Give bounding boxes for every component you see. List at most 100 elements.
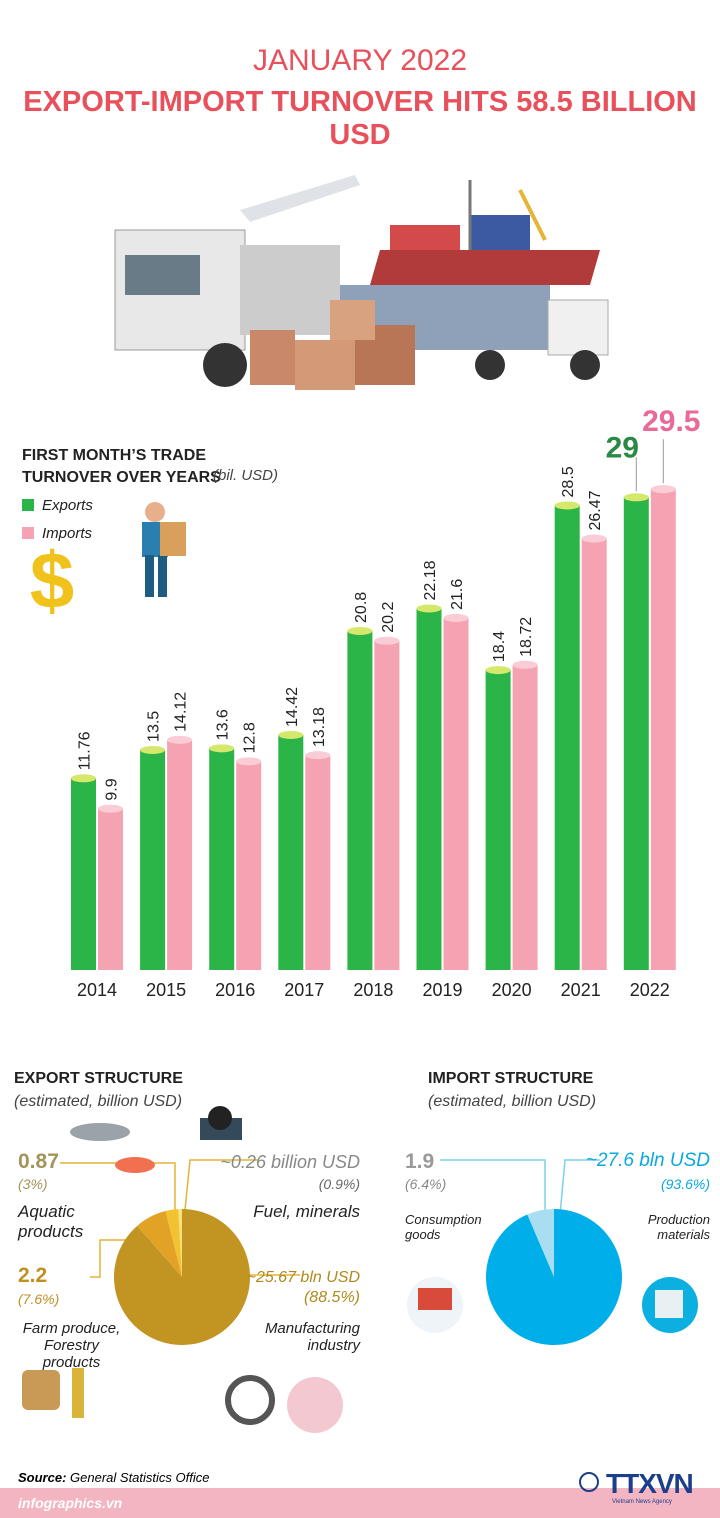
agency: Vietnam News Agency bbox=[612, 1499, 672, 1505]
x-tick-label: 2014 bbox=[77, 980, 117, 1000]
value-label: 29 bbox=[606, 431, 639, 464]
value-label: 18.4 bbox=[491, 631, 508, 662]
bar-unit: (bil. USD) bbox=[213, 467, 279, 484]
pie-slice bbox=[486, 1209, 623, 1345]
logo: TTXVN bbox=[606, 1468, 694, 1499]
category-label: Farm produce, Forestry products bbox=[22, 1320, 121, 1371]
category-label: Consumption goods bbox=[405, 1212, 482, 1242]
title: EXPORT-IMPORT TURNOVER HITS 58.5 BILLION… bbox=[23, 86, 697, 151]
value-label: 18.72 bbox=[518, 617, 535, 657]
value-label: 20.2 bbox=[380, 601, 397, 632]
pie-slice bbox=[165, 1209, 182, 1277]
x-tick-label: 2016 bbox=[215, 980, 255, 1000]
bar bbox=[581, 538, 607, 970]
category-label: Manufacturing industry bbox=[264, 1320, 360, 1354]
value-label: 28.5 bbox=[560, 466, 577, 497]
worker-icon bbox=[142, 502, 186, 597]
bar-cap bbox=[512, 660, 538, 669]
value-label: ~0.26 billion USD bbox=[220, 1152, 360, 1172]
bar-title: FIRST MONTH’S TRADE TURNOVER OVER YEARS bbox=[22, 447, 221, 486]
x-tick-label: 2018 bbox=[353, 980, 393, 1000]
bar bbox=[416, 608, 442, 970]
category-label: Aquatic products bbox=[18, 1202, 84, 1241]
bar bbox=[347, 630, 373, 970]
leaders bbox=[440, 1159, 600, 1216]
source: Source: General Statistics Office bbox=[18, 1470, 209, 1485]
bar-cap bbox=[98, 804, 123, 813]
x-tick-label: 2022 bbox=[630, 980, 670, 1000]
bar-cap bbox=[140, 745, 166, 754]
bar-cap bbox=[416, 604, 442, 613]
pie-slice bbox=[137, 1211, 182, 1277]
category-label: Fuel, minerals bbox=[253, 1202, 360, 1221]
bar bbox=[650, 489, 676, 970]
bar-cap bbox=[554, 501, 580, 510]
bar-cap bbox=[167, 735, 193, 744]
bar bbox=[140, 749, 166, 970]
category-label: Production materials bbox=[647, 1212, 710, 1242]
source-label: Source: bbox=[18, 1470, 67, 1485]
legend-swatch bbox=[22, 499, 34, 511]
bar bbox=[209, 748, 235, 970]
bar-cap bbox=[374, 636, 400, 645]
bar bbox=[554, 505, 580, 970]
percent-label: (0.9%) bbox=[318, 1176, 360, 1192]
value-label: 12.8 bbox=[242, 722, 259, 753]
bar-cap bbox=[443, 613, 469, 622]
pie-title: IMPORT STRUCTURE bbox=[428, 1070, 594, 1087]
pie-slice bbox=[113, 1209, 250, 1345]
value-label: 20.8 bbox=[353, 592, 370, 623]
icons bbox=[22, 1106, 698, 1433]
bar-cap bbox=[278, 730, 304, 739]
value-label: 13.6 bbox=[215, 709, 232, 740]
value-label: 11.76 bbox=[77, 731, 94, 770]
bar-cap bbox=[71, 774, 96, 783]
pie-subtitle: (estimated, billion USD) bbox=[14, 1093, 183, 1110]
bar-cap bbox=[305, 751, 331, 760]
value-label: 14.12 bbox=[173, 692, 190, 732]
bar bbox=[512, 664, 538, 970]
x-tick-label: 2021 bbox=[561, 980, 601, 1000]
bar bbox=[98, 808, 123, 970]
bar-cap bbox=[209, 744, 235, 753]
value-label: 22.18 bbox=[422, 560, 439, 600]
leaders bbox=[60, 1159, 300, 1278]
bar-cap bbox=[485, 666, 511, 675]
percent-label: (7.6%) bbox=[18, 1291, 60, 1307]
copyright-icon bbox=[579, 1472, 599, 1492]
pie-slice bbox=[527, 1209, 554, 1277]
percent-label: (88.5%) bbox=[303, 1289, 360, 1306]
value-label: 2.2 bbox=[18, 1264, 48, 1287]
date: JANUARY 2022 bbox=[252, 44, 467, 77]
percent-label: (93.6%) bbox=[660, 1176, 710, 1192]
value-label: 29.5 bbox=[642, 405, 700, 438]
value-label: 21.6 bbox=[449, 579, 466, 610]
percent-label: (3%) bbox=[18, 1176, 48, 1192]
bar-cap bbox=[650, 485, 676, 494]
dollar-icon: $ bbox=[30, 536, 75, 625]
value-label: 9.9 bbox=[104, 778, 121, 800]
bar-cap bbox=[236, 757, 262, 766]
bar bbox=[278, 734, 304, 970]
x-tick-label: 2019 bbox=[422, 980, 462, 1000]
value-label: 13.5 bbox=[146, 711, 163, 742]
footer-bar bbox=[0, 1488, 720, 1518]
site: infographics.vn bbox=[18, 1495, 123, 1511]
pie-slice bbox=[178, 1209, 182, 1277]
bar bbox=[305, 755, 331, 970]
value-label: 26.47 bbox=[587, 490, 604, 530]
percent-label: (6.4%) bbox=[405, 1176, 447, 1192]
bar-cap bbox=[623, 493, 649, 502]
pie-subtitle: (estimated, billion USD) bbox=[428, 1093, 597, 1110]
legend-label: Imports bbox=[42, 525, 93, 542]
value-label: 14.42 bbox=[284, 687, 301, 727]
bar bbox=[443, 617, 469, 970]
x-tick-label: 2015 bbox=[146, 980, 186, 1000]
bar-cap bbox=[581, 534, 607, 543]
value-label: ~27.6 bln USD bbox=[585, 1150, 710, 1171]
value-text: ~25.67 bln USD bbox=[246, 1269, 360, 1286]
value-label: ~25.67 bln USD (88.5%) bbox=[245, 1268, 360, 1308]
bar-cap bbox=[347, 626, 373, 635]
value-label: 1.9 bbox=[405, 1150, 435, 1173]
